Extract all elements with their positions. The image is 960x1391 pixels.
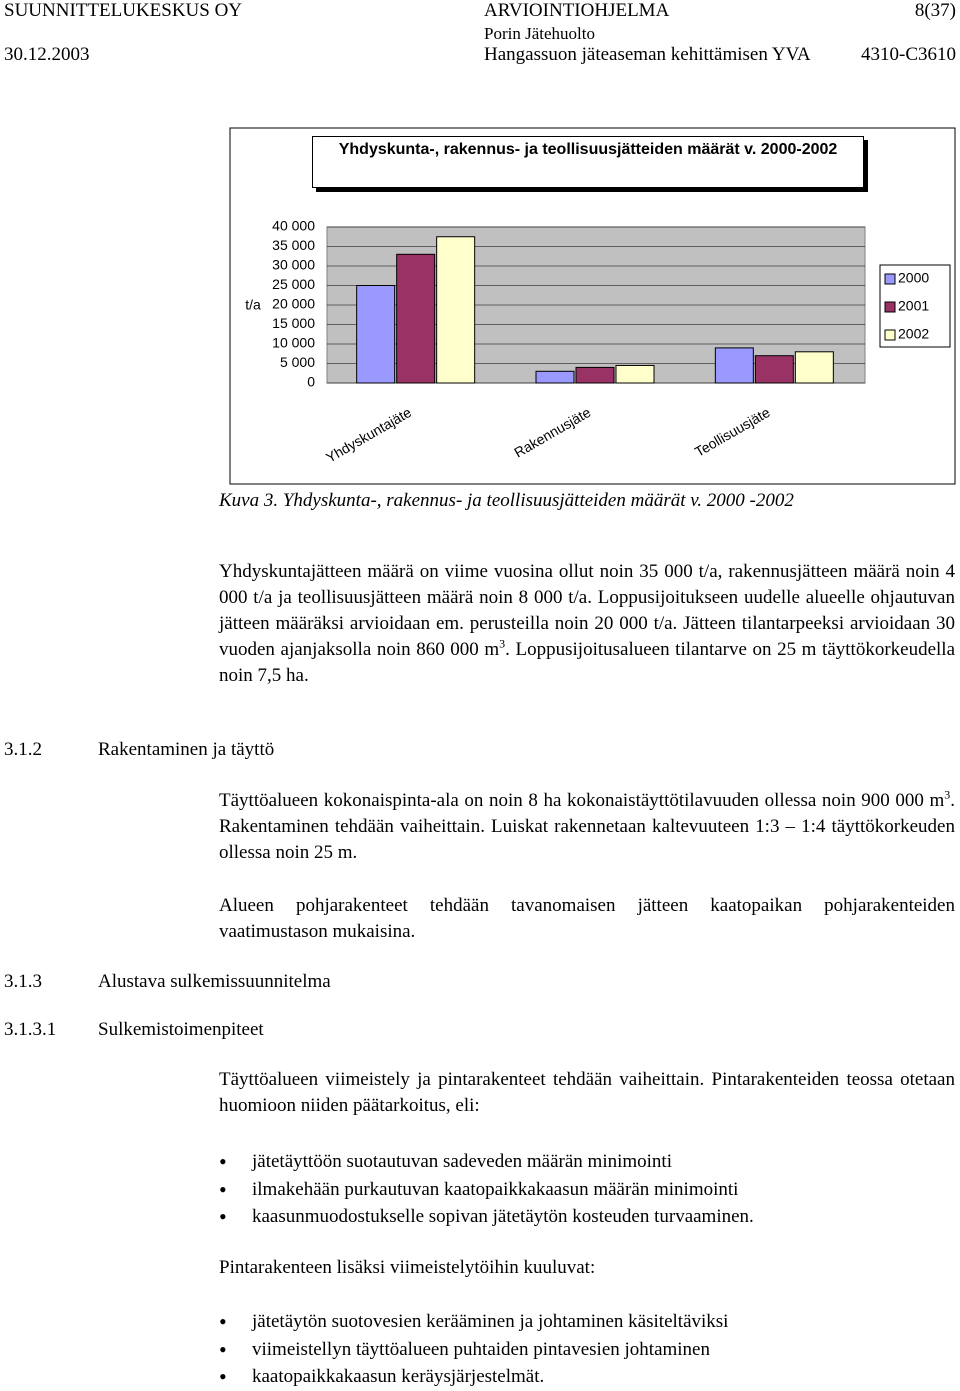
superscript: 3 [944,787,951,802]
paragraph: Alueen pohjarakenteet tehdään tavanomais… [219,895,955,942]
bullet-item: jätetäytön suotovesien kerääminen ja joh… [219,1308,728,1336]
bullet-item: viimeistellyn täyttöalueen puhtaiden pin… [219,1336,728,1364]
y-tick-label: 5 000 [280,354,315,370]
y-tick-label: 20 000 [272,296,315,312]
bar [754,355,794,384]
bar [575,366,615,384]
heading-title: Alustava sulkemissuunnitelma [98,971,331,992]
y-tick-label: 30 000 [272,257,315,273]
legend-swatch [884,301,896,313]
y-tick-label: 15 000 [272,315,315,331]
heading: 3.1.3.1 Sulkemistoimenpiteet [4,1019,264,1041]
bullet-item: jätetäyttöön suotautuvan sadeveden määrä… [219,1148,754,1176]
page-number: 8(37) [914,0,956,21]
y-tick-label: 25 000 [272,276,315,292]
paragraph: Täyttöalueen kokonaispinta-ala on noin 8… [219,788,955,866]
heading-title: Sulkemistoimenpiteet [98,1019,264,1040]
legend-label: 2000 [898,270,929,286]
bar [615,364,655,384]
project-code: 4310-C3610 [861,44,956,65]
y-tick-label: 40 000 [272,218,315,234]
paragraph: Pintarakenteen lisäksi viimeistelytöihin… [219,1257,596,1278]
project: Hangassuon jäteaseman kehittämisen YVA [484,44,811,65]
legend-swatch [884,329,896,341]
client: Porin Jätehuolto [484,24,595,43]
superscript: 3 [499,636,506,651]
bullet-list: jätetäytön suotovesien kerääminen ja joh… [219,1308,728,1391]
legend-label: 2002 [898,326,929,342]
paragraph: Täyttöalueen viimeistely ja pintarakente… [219,1069,955,1116]
bar [396,253,436,384]
date: 30.12.2003 [4,44,90,65]
heading-number: 3.1.3 [4,971,42,992]
text: Täyttöalueen kokonaispinta-ala on noin 8… [219,790,945,811]
bar [356,285,396,384]
chart: t/a 0 5 000 10 000 15 000 20 000 25 000 30 000… [229,127,956,485]
bullet-item: kaasunmuodostukselle sopivan jätetäytön … [219,1203,754,1231]
bar [794,351,834,384]
bar [535,370,575,384]
document-type: ARVIOINTIOHJELMA [484,0,670,21]
heading: 3.1.3 Alustava sulkemissuunnitelma [4,971,331,993]
heading-title: Rakentaminen ja täyttö [98,739,275,760]
legend-label: 2001 [898,298,929,314]
y-axis-label: t/a [245,297,261,313]
company: SUUNNITTELUKESKUS OY [4,0,243,21]
caption: Kuva 3. Yhdyskunta-, rakennus- ja teolli… [219,490,794,511]
bullet-item: ilmakehään purkautuvan kaatopaikkakaasun… [219,1176,754,1204]
y-tick-label: 35 000 [272,237,315,253]
y-tick-label: 10 000 [272,335,315,351]
bullet-item: kaatopaikkakaasun keräysjärjestelmät. [219,1363,728,1391]
legend-swatch [884,273,896,285]
bullet-list: jätetäyttöön suotautuvan sadeveden määrä… [219,1148,754,1231]
bar [714,347,754,384]
y-tick-label: 0 [307,374,315,390]
heading-number: 3.1.3.1 [4,1019,57,1040]
heading: 3.1.2 Rakentaminen ja täyttö [4,739,274,761]
text: Yhdyskuntajätteen määrä on viime vuosina… [219,561,955,660]
chart-title: Yhdyskunta-, rakennus- ja teollisuusjätt… [312,136,864,188]
bar [436,236,476,384]
text: . Rakentaminen tehdään vaiheittain. Luis… [219,790,955,863]
heading-number: 3.1.2 [4,739,42,760]
paragraph: Yhdyskuntajätteen määrä on viime vuosina… [219,559,955,689]
text: . Loppusijoitusalueen tilantarve on 25 m… [219,639,956,686]
